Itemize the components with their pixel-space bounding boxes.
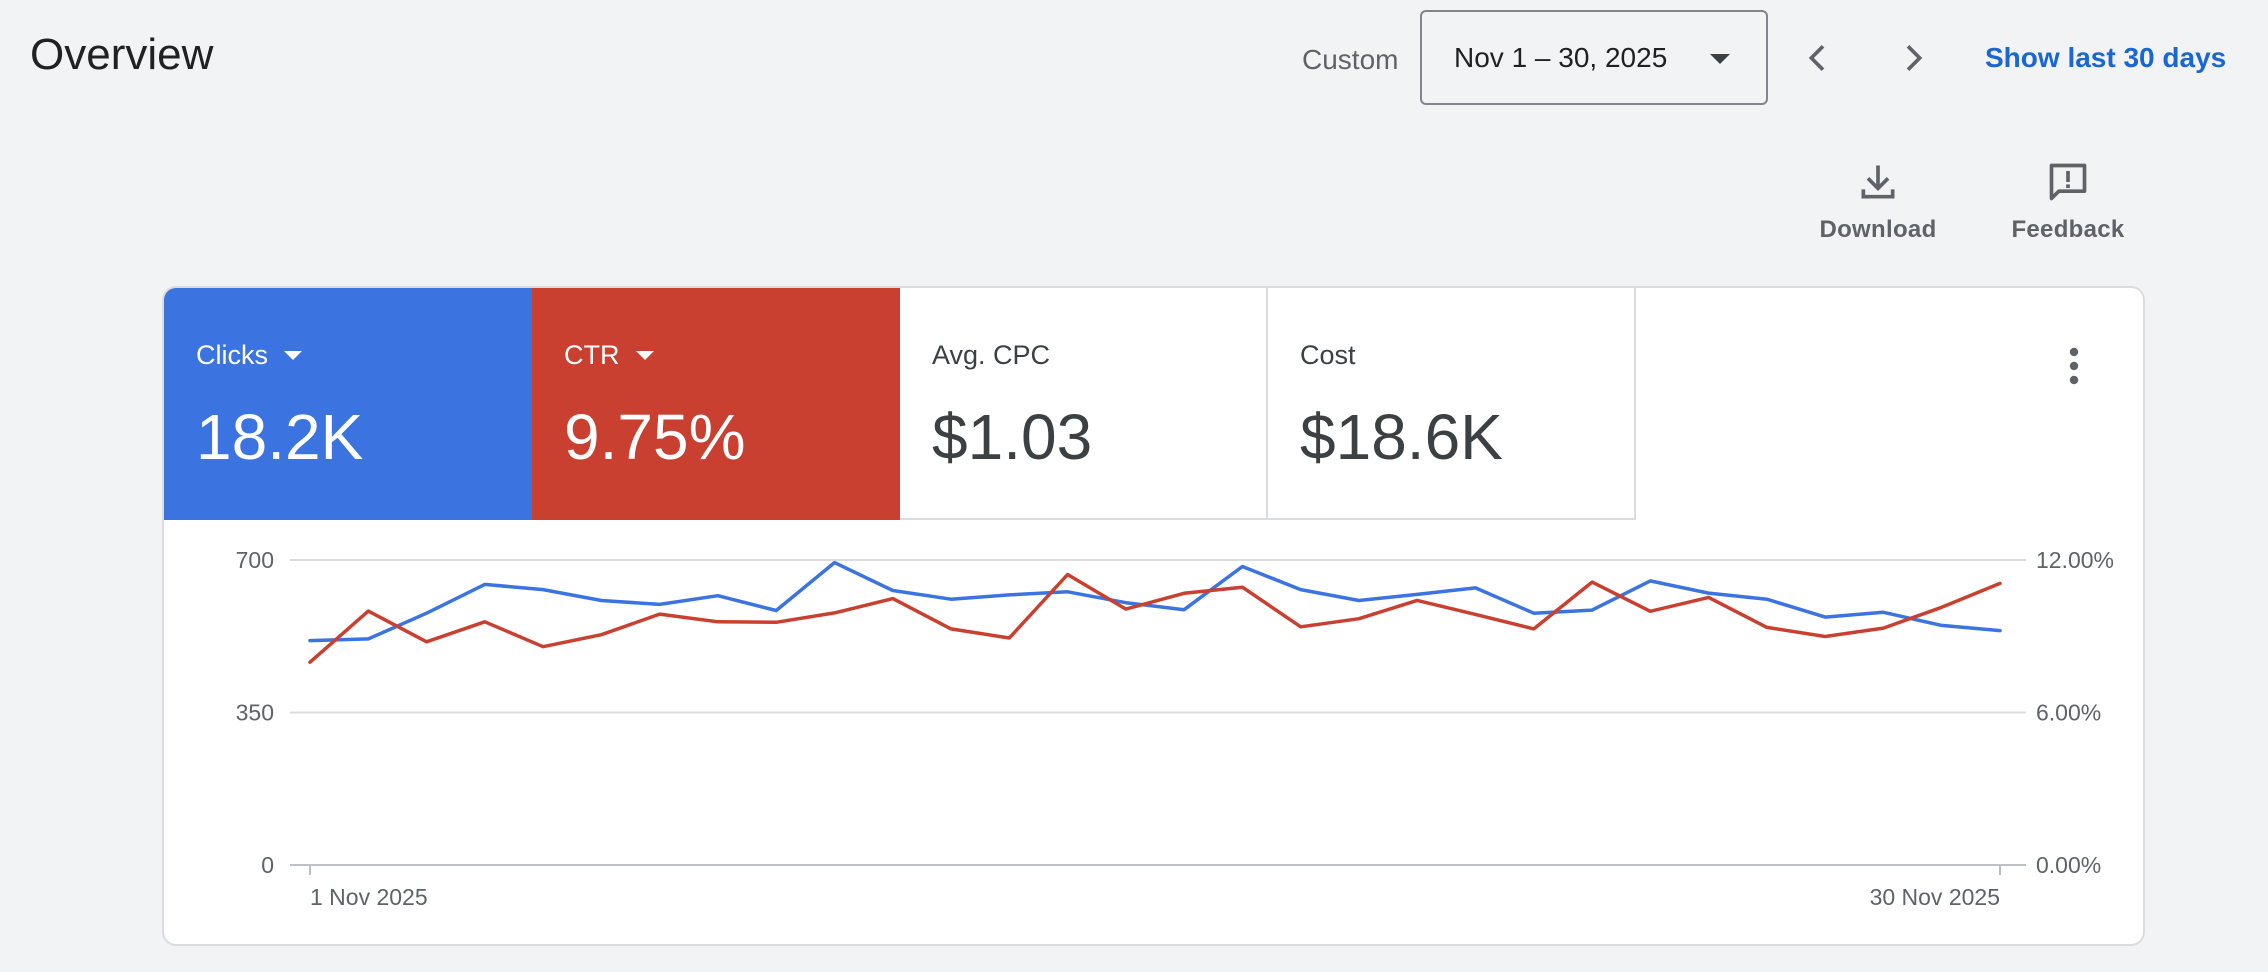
metric-card-cost[interactable]: Cost $18.6K [1268, 288, 1636, 520]
feedback-button[interactable]: Feedback [2006, 160, 2130, 244]
series-line-clicks [308, 560, 2002, 643]
y-right-tick-label: 0.00% [2036, 852, 2101, 878]
metric-label-text: CTR [564, 340, 620, 370]
y-right-tick-label: 6.00% [2036, 700, 2101, 726]
metric-value: $18.6K [1300, 401, 1503, 473]
chevron-right-icon [1906, 45, 1923, 71]
metric-label: Cost [1300, 340, 1356, 370]
y-left-tick-label: 700 [236, 547, 274, 573]
download-icon [1861, 165, 1895, 199]
metric-card-ctr[interactable]: CTR 9.75% [532, 288, 900, 520]
chevron-left-icon [1808, 45, 1825, 71]
y-left-tick-label: 350 [236, 700, 274, 726]
x-tick-label-start: 1 Nov 2025 [310, 884, 428, 910]
dropdown-caret-icon [1710, 54, 1730, 64]
dropdown-caret-icon[interactable] [284, 351, 302, 360]
more-options-button[interactable] [2054, 336, 2094, 396]
metric-label: CTR [564, 340, 654, 371]
series-line-ctr [308, 572, 2002, 664]
more-vert-icon [2069, 347, 2079, 385]
date-range-type-label: Custom [1302, 44, 1399, 75]
show-last-30-days-link[interactable]: Show last 30 days [1985, 42, 2227, 73]
performance-card: Clicks 18.2K CTR 9.75% Avg. CPC $1.03 Co… [162, 286, 2145, 946]
previous-period-button[interactable] [1790, 30, 1846, 86]
date-range-select[interactable]: Nov 1 – 30, 2025 [1420, 10, 1768, 105]
dropdown-caret-icon[interactable] [635, 351, 654, 360]
metric-label: Avg. CPC [932, 340, 1051, 370]
download-button[interactable]: Download [1816, 160, 1940, 244]
metric-value: 9.75% [564, 401, 746, 473]
page-title: Overview [30, 30, 214, 79]
metric-label-text: Clicks [196, 340, 268, 370]
feedback-icon [2049, 163, 2087, 201]
metric-card-clicks[interactable]: Clicks 18.2K [164, 288, 532, 520]
feedback-label: Feedback [2011, 216, 2125, 243]
metric-card-avg-cpc[interactable]: Avg. CPC $1.03 [900, 288, 1268, 520]
metric-value: 18.2K [196, 401, 364, 473]
performance-line-chart: 0 0.00% 350 6.00% 700 12.00% 1 Nov 2025 30 Nov … [236, 547, 2114, 910]
metric-label: Clicks [196, 340, 302, 371]
x-tick-label-end: 30 Nov 2025 [1870, 884, 2000, 910]
y-left-tick-label: 0 [261, 852, 274, 878]
metric-value: $1.03 [932, 401, 1093, 473]
y-right-tick-label: 12.00% [2036, 547, 2114, 573]
metric-tabs: Clicks 18.2K CTR 9.75% Avg. CPC $1.03 Co… [164, 288, 1636, 520]
next-period-button[interactable] [1885, 30, 1941, 86]
download-label: Download [1819, 216, 1937, 243]
date-range-value: Nov 1 – 30, 2025 [1454, 41, 1668, 73]
